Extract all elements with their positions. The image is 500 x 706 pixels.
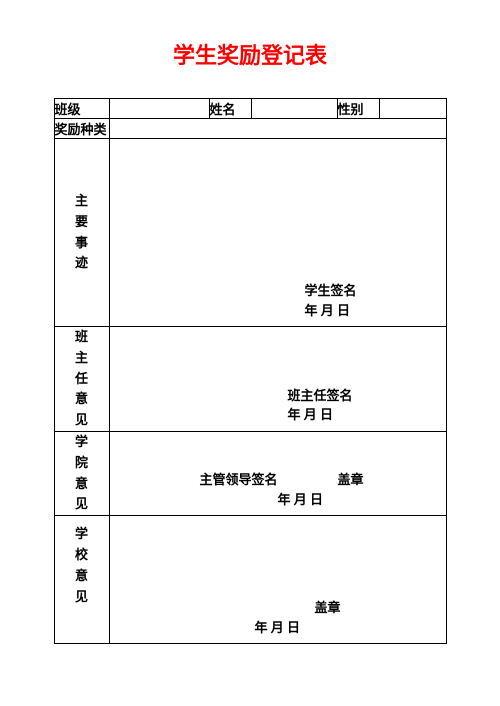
head-teacher-signature-label: 班主任签名	[288, 386, 353, 406]
school-date: 年 月 日	[255, 618, 445, 638]
award-type-value	[109, 119, 446, 139]
head-teacher-body: 班主任签名 年 月 日	[109, 327, 446, 432]
head-teacher-date: 年 月 日	[288, 405, 353, 425]
college-label: 学 院 意 见	[54, 431, 109, 515]
award-type-row: 奖励种类	[54, 119, 446, 139]
form-title: 学生奖励登记表	[0, 0, 500, 98]
name-label: 姓名	[209, 99, 251, 119]
school-seal-label: 盖章	[255, 598, 445, 618]
main-deeds-row: 主 要 事 迹 学生签名 年 月 日	[54, 139, 446, 327]
school-body: 盖章 年 月 日	[109, 516, 446, 644]
main-deeds-label: 主 要 事 迹	[54, 139, 109, 327]
main-deeds-body: 学生签名 年 月 日	[109, 139, 446, 327]
award-type-label: 奖励种类	[54, 119, 109, 139]
registration-form: 班级 姓名 性别 奖励种类 主 要 事 迹 学生签名 年 月 日 班 主 任 意…	[54, 98, 447, 644]
school-label: 学 校 意 见	[54, 516, 109, 644]
student-signature-label: 学生签名	[305, 281, 357, 301]
gender-label: 性别	[337, 99, 379, 119]
name-value	[251, 99, 337, 119]
header-row: 班级 姓名 性别	[54, 99, 446, 119]
class-value	[109, 99, 209, 119]
college-date: 年 月 日	[200, 490, 430, 510]
head-teacher-row: 班 主 任 意 见 班主任签名 年 月 日	[54, 327, 446, 432]
main-deeds-date: 年 月 日	[305, 301, 357, 321]
gender-value	[379, 99, 446, 119]
college-row: 学 院 意 见 主管领导签名盖章 年 月 日	[54, 431, 446, 515]
college-body: 主管领导签名盖章 年 月 日	[109, 431, 446, 515]
college-signature-line: 主管领导签名盖章	[200, 470, 430, 490]
head-teacher-label: 班 主 任 意 见	[54, 327, 109, 432]
class-label: 班级	[54, 99, 109, 119]
school-row: 学 校 意 见 盖章 年 月 日	[54, 516, 446, 644]
